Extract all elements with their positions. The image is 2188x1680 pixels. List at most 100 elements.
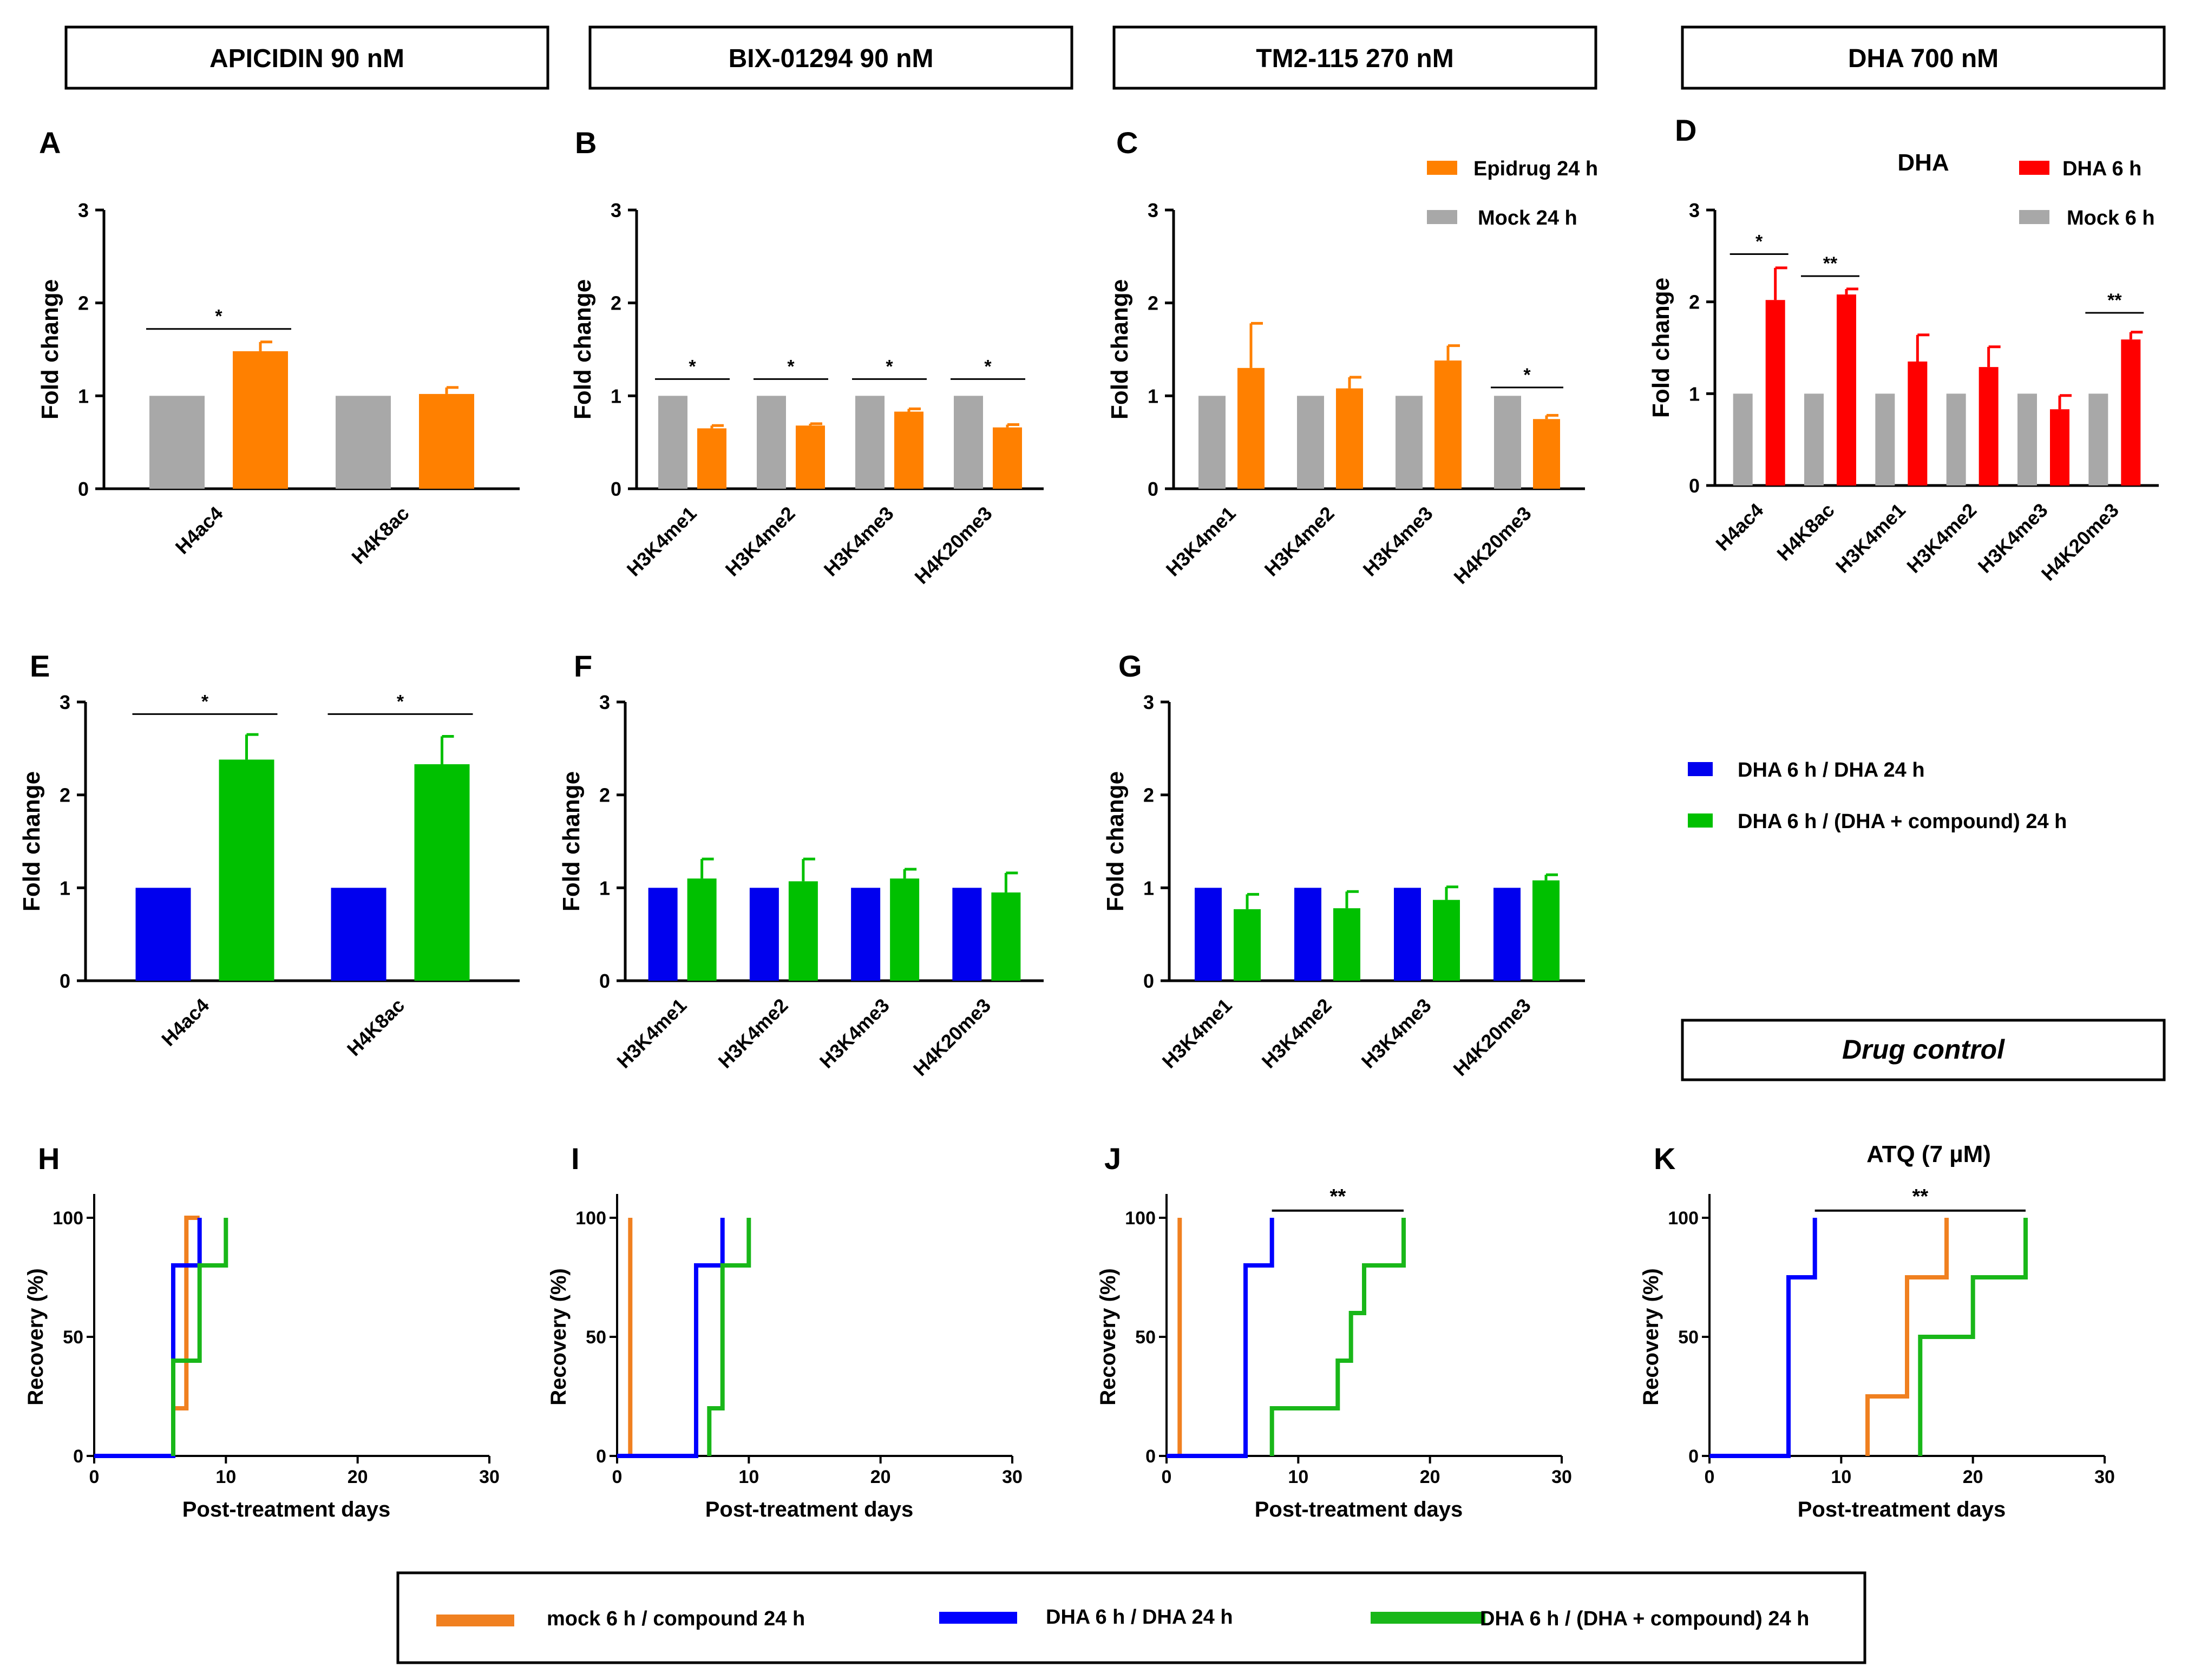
panel-a-significance-label: * [215,306,222,327]
panel-c-y-tick-label: 2 [1148,292,1158,314]
drug-control-label: Drug control [1842,1034,2005,1065]
legend-label-bottom-dha-compound: DHA 6 h / (DHA + compound) 24 h [1480,1607,1809,1630]
panel-e-y-tick-label: 2 [60,784,70,806]
legend-label-dha-compound: DHA 6 h / (DHA + compound) 24 h [1738,810,2067,833]
panel-f-y-tick-label: 2 [599,784,610,806]
panel-c-bar [1494,396,1521,489]
legend-label-bottom-dha-dha: DHA 6 h / DHA 24 h [1046,1606,1233,1629]
panel-i-y-label: Recovery (%) [547,1268,571,1405]
panel-f-y-label: Fold change [558,771,585,911]
legend-blue-green: DHA 6 h / DHA 24 h DHA 6 h / (DHA + comp… [1688,759,2067,833]
panel-b-bar [697,428,726,489]
panel-b-y-tick-label: 1 [611,385,621,407]
panel-c-significance-label: * [1523,365,1531,385]
header-apicidin: APICIDIN 90 nM [64,25,549,90]
panel-d-bar [1946,393,1966,485]
panel-c-y-tick-label: 0 [1148,478,1158,500]
panel-g-bar [1493,888,1521,981]
panel-g-y-tick-label: 3 [1143,691,1154,713]
panel-g-letter: G [1118,649,1142,683]
panel-j-y-tick-label: 100 [1125,1208,1156,1229]
header-apicidin-label: APICIDIN 90 nM [209,44,404,73]
panel-d-y-tick-label: 2 [1689,291,1700,313]
panel-g-y-tick-label: 0 [1143,970,1154,992]
panel-k-series-line [1709,1218,1817,1458]
panel-c-bar [1533,419,1560,489]
panel-j-x-tick-label: 10 [1288,1467,1308,1487]
header-dha-label: DHA 700 nM [1848,44,1999,73]
panel-f-y-tick-label: 3 [599,691,610,713]
legend-swatch-mock [1427,210,1457,224]
panel-f-bar [648,888,678,981]
panel-c-bar [1396,396,1423,489]
panel-c-bar [1336,388,1363,489]
panel-g-bar [1195,888,1222,981]
panel-d-significance-label: ** [1823,253,1838,274]
panel-i-x-label: Post-treatment days [705,1498,914,1521]
panel-b-significance-label: * [787,356,795,377]
panel-k-x-tick-label: 10 [1831,1467,1851,1487]
legend-label-mock6: Mock 6 h [2067,207,2155,229]
panel-f-bar [890,878,920,981]
panel-f-bar [952,888,982,981]
panel-e-bar [331,888,386,981]
header-dha: DHA 700 nM [1681,25,2166,90]
panel-a-letter: A [39,126,61,160]
legend-swatch-dha6 [2019,161,2049,175]
panel-a-y-tick-label: 3 [78,199,89,221]
panel-b-bar [796,425,825,489]
panel-k-x-tick-label: 30 [2094,1467,2115,1487]
header-tm2: TM2-115 270 nM [1112,25,1597,90]
panel-g-y-tick-label: 2 [1143,784,1154,806]
panel-c-bar [1434,360,1462,489]
legend-label-dha6: DHA 6 h [2062,158,2141,180]
panel-h-y-tick-label: 0 [73,1446,83,1467]
panel-h-y-tick-label: 50 [63,1327,83,1348]
legend-swatch-bottom-dha-compound [1371,1612,1485,1624]
panel-d-y-tick-label: 1 [1689,383,1700,405]
legend-swatch-dha-compound [1688,813,1713,828]
header-bix: BIX-01294 90 nM [588,25,1073,90]
panel-b-y-tick-label: 3 [611,199,621,221]
panel-f-bar [788,881,818,981]
panel-g-bar [1394,888,1421,981]
panel-a-y-tick-label: 0 [78,478,89,500]
panel-k-y-tick-label: 0 [1688,1446,1699,1467]
panel-d-y-label: Fold change [1648,278,1674,418]
panel-c-bar [1297,396,1324,489]
panel-h-series-line [94,1218,202,1458]
header-tm2-label: TM2-115 270 nM [1256,44,1453,73]
panel-i-letter: I [571,1141,580,1176]
panel-e-bar [219,759,274,981]
legend-label-mock-compound: mock 6 h / compound 24 h [547,1607,805,1630]
panel-i-x-tick-label: 30 [1002,1467,1023,1487]
panel-e-significance-label: * [201,691,209,712]
panel-b-y-tick-label: 0 [611,478,621,500]
panel-g-bar [1234,909,1261,981]
panel-d-bar [1875,393,1895,485]
panel-k-x-label: Post-treatment days [1798,1498,2006,1521]
panel-k-chart: K ATQ (7 µM) 0 50 100 0 10 20 30 Recovery (%) Post… [1639,1141,2115,1521]
panel-d-bar [1804,393,1824,485]
panel-e-y-label: Fold change [18,771,45,911]
panel-d-significance-label: * [1755,231,1763,252]
panel-e-bar [414,764,470,981]
panel-d-bar [2088,393,2108,485]
panel-j-chart: J 0 50 100 0 10 20 30 Recovery (%) Post-treatment… [1096,1141,1572,1521]
panel-h-x-tick-label: 20 [348,1467,368,1487]
panel-h-series-line [171,1218,228,1456]
panel-e-significance-label: * [397,691,404,712]
panel-d-significance-label: ** [2107,290,2122,311]
panel-j-y-label: Recovery (%) [1096,1268,1120,1405]
panel-h-x-label: Post-treatment days [182,1498,391,1521]
drug-control-box: Drug control [1681,1019,2166,1081]
panel-b-significance-label: * [886,356,893,377]
panel-d-bar [1979,367,1999,485]
panel-f-bar [687,878,717,981]
panel-d-bar [1908,361,1928,485]
panel-g-bar [1532,880,1560,981]
panel-e-bar [135,888,191,981]
panel-c-bar [1198,396,1226,489]
panel-j-series-line [1269,1218,1406,1456]
